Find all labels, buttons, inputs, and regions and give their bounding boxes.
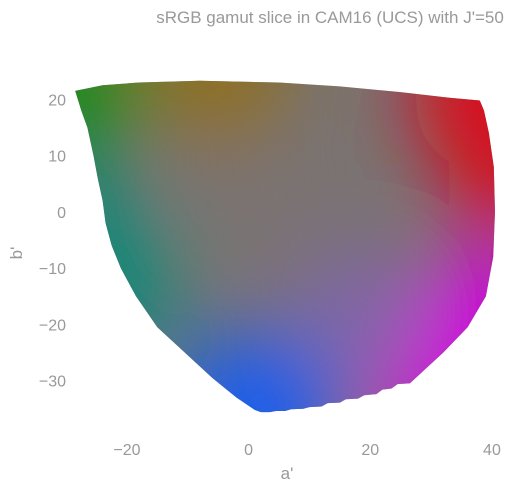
y-tick-label: 0 xyxy=(57,205,66,222)
y-tick-label: −20 xyxy=(39,317,66,334)
x-axis-ticks: −20 0 20 40 xyxy=(113,442,501,459)
gradient-blob-green xyxy=(75,80,142,164)
x-tick-label: −20 xyxy=(113,442,140,459)
y-tick-label: 10 xyxy=(48,149,66,166)
x-tick-label: 20 xyxy=(361,442,379,459)
y-axis-ticks: 20 10 0 −10 −20 −30 xyxy=(39,92,66,390)
gradient-blob-red xyxy=(449,128,495,239)
y-tick-label: −30 xyxy=(39,374,66,391)
x-tick-label: 40 xyxy=(483,442,501,459)
gradient-blob-center xyxy=(175,145,286,256)
y-tick-label: −10 xyxy=(39,261,66,278)
x-tick-label: 0 xyxy=(244,442,253,459)
y-tick-label: 20 xyxy=(48,92,66,109)
chart-title: sRGB gamut slice in CAM16 (UCS) with J'=… xyxy=(156,8,504,27)
gradient-blob-teal xyxy=(75,155,136,246)
gradient-blob-purple xyxy=(293,248,424,379)
gradient-blob-blue xyxy=(169,329,340,413)
gradient-blob-olive xyxy=(148,80,289,147)
x-axis-label: a' xyxy=(281,464,294,483)
y-axis-label: b' xyxy=(7,247,26,260)
